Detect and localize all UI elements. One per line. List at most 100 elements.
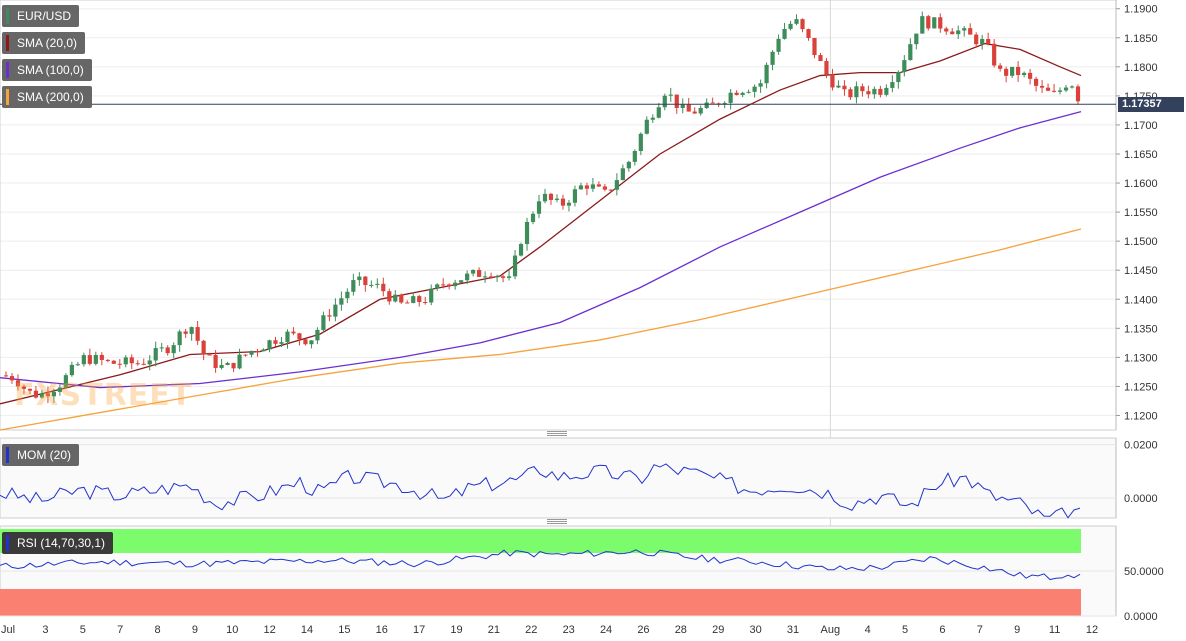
candle-body <box>1039 85 1045 88</box>
candle-body <box>9 376 15 381</box>
symbol-label[interactable]: EUR/USD <box>2 5 80 27</box>
candle-body <box>980 38 985 45</box>
candle-body <box>441 284 446 286</box>
candle-body <box>225 362 230 365</box>
sma20-label[interactable]: SMA (20,0) <box>2 32 86 54</box>
rsi-label[interactable]: RSI (14,70,30,1) <box>2 532 114 554</box>
candle-body <box>950 31 955 35</box>
rsi-gridlines <box>0 570 1116 617</box>
mom-label[interactable]: MOM (20) <box>2 444 79 466</box>
candle-body <box>417 296 422 303</box>
candle-body <box>848 89 853 98</box>
candle-body <box>974 34 979 45</box>
candle-body <box>602 186 607 190</box>
date-tick-label: 14 <box>301 624 313 636</box>
candle-body <box>117 363 122 365</box>
mom-panel <box>0 437 1117 519</box>
candle-body <box>812 37 817 56</box>
candle-body <box>896 71 901 83</box>
price-tick-label: 1.1500 <box>1124 236 1158 248</box>
candle-body <box>3 375 9 377</box>
candle-body <box>429 288 434 303</box>
candle-body <box>345 291 350 299</box>
rsi-tick-label: 50.0000 <box>1124 566 1164 578</box>
candle-body <box>878 88 883 95</box>
mom-tick-label: 0.0000 <box>1124 493 1158 505</box>
candle-body <box>908 44 913 61</box>
candle-body <box>129 357 134 364</box>
candle-body <box>195 327 200 341</box>
candle-body <box>51 391 57 397</box>
symbol-text: EUR/USD <box>17 9 72 23</box>
candle-body <box>584 185 590 189</box>
candle-body <box>506 276 512 278</box>
candle-body <box>357 276 362 281</box>
candle-body <box>680 104 685 108</box>
candle-body <box>932 17 937 29</box>
candle-body <box>315 329 320 341</box>
candle-body <box>560 198 566 206</box>
candle-body <box>1063 87 1069 91</box>
sma200-label[interactable]: SMA (200,0) <box>2 86 92 108</box>
date-axis-ticks: Jul 3 5 7 8 9 10 12 14 15 16 17 19 21 22 23 24 26 28 29 30 31… <box>1 624 1098 636</box>
candle-body <box>806 29 811 38</box>
sma100-label[interactable]: SMA (100,0) <box>2 59 92 81</box>
candle-body <box>842 85 847 90</box>
candle-body <box>554 198 560 200</box>
candle-body <box>381 283 386 292</box>
mom-line <box>0 463 1081 519</box>
candle-body <box>465 273 470 281</box>
sma20-swatch <box>6 35 9 51</box>
rsi-panel-resize-handle[interactable] <box>547 519 567 525</box>
date-tick-label: 22 <box>525 624 537 636</box>
candle-body <box>782 28 787 39</box>
mom-gridlines <box>0 444 1116 499</box>
candle-body <box>261 349 266 352</box>
date-tick-label: 12 <box>264 624 276 636</box>
candle-body <box>920 16 925 34</box>
candle-body <box>788 23 793 29</box>
candle-body <box>171 345 176 354</box>
candle-body <box>800 19 805 30</box>
candle-body <box>111 360 116 364</box>
candle-body <box>938 17 943 29</box>
candle-body <box>33 390 39 398</box>
candle-body <box>399 294 404 303</box>
candle-body <box>57 387 62 392</box>
candle-body <box>572 189 578 203</box>
sma200-line <box>0 228 1082 431</box>
candle-body <box>818 55 823 62</box>
candle-body <box>231 362 236 369</box>
mom-axis-ticks: 0.0200 0.0000 <box>1124 440 1158 505</box>
candle-body <box>776 38 781 52</box>
candle-body <box>866 91 871 95</box>
candle-body <box>75 364 80 366</box>
candle-body <box>15 380 21 387</box>
candle-body <box>992 43 997 66</box>
date-tick-label: 10 <box>226 624 238 636</box>
mom-panel-resize-handle[interactable] <box>547 431 567 437</box>
candle-body <box>650 117 655 120</box>
candle-body <box>375 283 380 285</box>
candle-body <box>884 87 889 95</box>
candle-body <box>860 86 865 92</box>
fxstreet-watermark: FXSTREET <box>14 378 193 413</box>
candle-body <box>147 360 152 365</box>
candle-body <box>369 284 374 286</box>
candle-body <box>1069 86 1075 88</box>
candle-body <box>39 393 45 398</box>
candle-body <box>453 282 458 287</box>
candle-body <box>471 269 476 274</box>
candle-body <box>327 315 332 317</box>
price-panel-frame <box>0 0 1117 431</box>
candle-body <box>249 350 254 355</box>
rsi-axis-ticks: 50.0000 0.0000 <box>1124 566 1164 623</box>
candle-body <box>1004 68 1009 76</box>
date-tick-label: Jul <box>1 624 15 636</box>
date-tick-label: 29 <box>712 624 724 636</box>
candle-body <box>494 276 500 278</box>
candle-body <box>674 94 679 108</box>
date-tick-label: 26 <box>637 624 649 636</box>
candle-body <box>1057 90 1063 92</box>
candle-body <box>608 189 613 191</box>
